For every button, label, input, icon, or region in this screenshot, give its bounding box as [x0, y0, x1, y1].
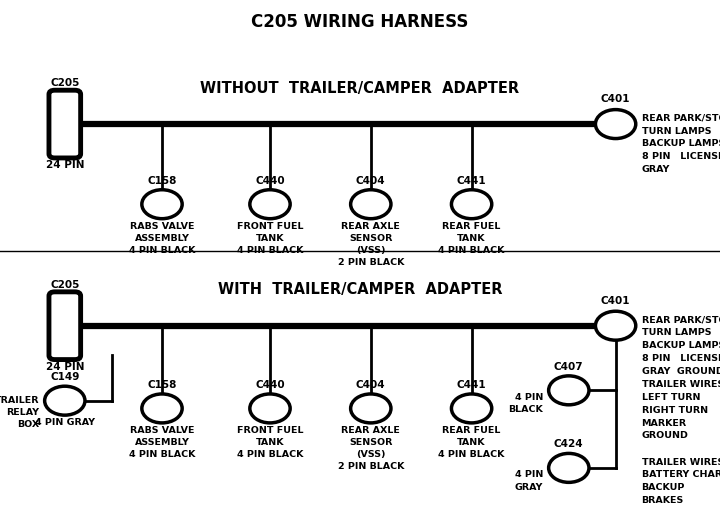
Text: C158: C158: [148, 380, 176, 390]
Text: REAR AXLE
SENSOR
(VSS)
2 PIN BLACK: REAR AXLE SENSOR (VSS) 2 PIN BLACK: [338, 426, 404, 472]
Text: TRAILER WIRES
LEFT TURN
RIGHT TURN
MARKER
GROUND: TRAILER WIRES LEFT TURN RIGHT TURN MARKE…: [642, 380, 720, 440]
Circle shape: [549, 453, 589, 482]
Text: C158: C158: [148, 176, 176, 186]
Text: 4 PIN
GRAY: 4 PIN GRAY: [515, 470, 543, 492]
Text: C205: C205: [50, 280, 79, 290]
Text: C404: C404: [356, 380, 386, 390]
Text: C149: C149: [50, 372, 79, 382]
Circle shape: [595, 110, 636, 139]
Text: REAR AXLE
SENSOR
(VSS)
2 PIN BLACK: REAR AXLE SENSOR (VSS) 2 PIN BLACK: [338, 222, 404, 267]
Text: TRAILER WIRES
BATTERY CHARGE
BACKUP
BRAKES: TRAILER WIRES BATTERY CHARGE BACKUP BRAK…: [642, 458, 720, 505]
Text: C401: C401: [601, 95, 630, 104]
Text: C404: C404: [356, 176, 386, 186]
Text: REAR PARK/STOP
TURN LAMPS
BACKUP LAMPS
8 PIN   LICENSE LAMPS
GRAY  GROUND: REAR PARK/STOP TURN LAMPS BACKUP LAMPS 8…: [642, 315, 720, 376]
Text: 4 PIN GRAY: 4 PIN GRAY: [35, 418, 95, 427]
Circle shape: [451, 190, 492, 219]
Circle shape: [250, 394, 290, 423]
Circle shape: [351, 190, 391, 219]
Text: 24 PIN: 24 PIN: [45, 362, 84, 372]
Circle shape: [451, 394, 492, 423]
Text: WITHOUT  TRAILER/CAMPER  ADAPTER: WITHOUT TRAILER/CAMPER ADAPTER: [200, 81, 520, 96]
Text: 4 PIN
BLACK: 4 PIN BLACK: [508, 393, 543, 414]
Text: TRAILER
RELAY
BOX: TRAILER RELAY BOX: [0, 396, 39, 429]
Text: FRONT FUEL
TANK
4 PIN BLACK: FRONT FUEL TANK 4 PIN BLACK: [237, 222, 303, 255]
Text: REAR PARK/STOP
TURN LAMPS
BACKUP LAMPS
8 PIN   LICENSE LAMPS
GRAY: REAR PARK/STOP TURN LAMPS BACKUP LAMPS 8…: [642, 114, 720, 174]
Text: C407: C407: [554, 362, 584, 372]
Text: C205: C205: [50, 78, 79, 88]
Text: WITH  TRAILER/CAMPER  ADAPTER: WITH TRAILER/CAMPER ADAPTER: [217, 282, 503, 297]
Text: C205 WIRING HARNESS: C205 WIRING HARNESS: [251, 13, 469, 31]
Text: 24 PIN: 24 PIN: [45, 160, 84, 170]
FancyBboxPatch shape: [49, 90, 81, 158]
Text: C440: C440: [255, 380, 285, 390]
FancyBboxPatch shape: [49, 292, 81, 360]
Text: C424: C424: [554, 439, 584, 449]
Text: C441: C441: [456, 380, 487, 390]
Text: C440: C440: [255, 176, 285, 186]
Text: REAR FUEL
TANK
4 PIN BLACK: REAR FUEL TANK 4 PIN BLACK: [438, 222, 505, 255]
Circle shape: [250, 190, 290, 219]
Circle shape: [549, 376, 589, 405]
Circle shape: [595, 311, 636, 340]
Text: RABS VALVE
ASSEMBLY
4 PIN BLACK: RABS VALVE ASSEMBLY 4 PIN BLACK: [129, 426, 195, 459]
Text: C441: C441: [456, 176, 487, 186]
Text: C401: C401: [601, 296, 630, 306]
Circle shape: [351, 394, 391, 423]
Circle shape: [142, 190, 182, 219]
Circle shape: [142, 394, 182, 423]
Circle shape: [45, 386, 85, 415]
Text: FRONT FUEL
TANK
4 PIN BLACK: FRONT FUEL TANK 4 PIN BLACK: [237, 426, 303, 459]
Text: RABS VALVE
ASSEMBLY
4 PIN BLACK: RABS VALVE ASSEMBLY 4 PIN BLACK: [129, 222, 195, 255]
Text: REAR FUEL
TANK
4 PIN BLACK: REAR FUEL TANK 4 PIN BLACK: [438, 426, 505, 459]
